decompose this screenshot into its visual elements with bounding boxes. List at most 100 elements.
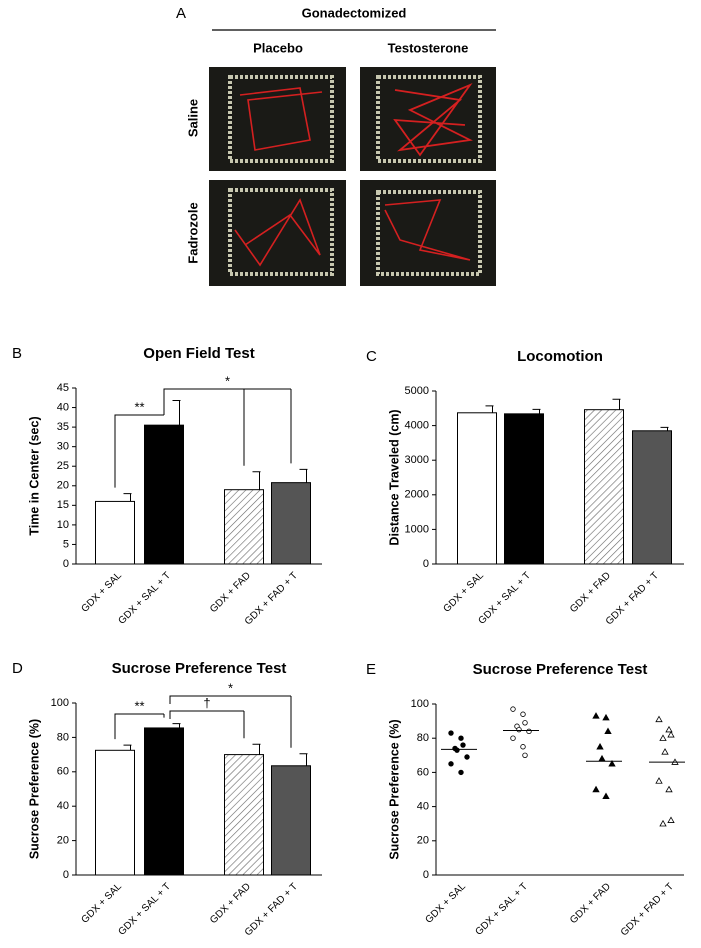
- y-tick-label: 20: [57, 480, 69, 492]
- y-tick-label: 20: [57, 835, 69, 847]
- track-image: [360, 180, 496, 286]
- data-point: [598, 754, 606, 762]
- data-point: [655, 777, 663, 784]
- y-tick-label: 35: [57, 421, 69, 433]
- data-point: [602, 713, 610, 721]
- data-point: [665, 785, 673, 793]
- y-tick-label: 25: [57, 460, 69, 472]
- y-tick-label: 0: [63, 558, 69, 570]
- y-tick-label: 1000: [405, 523, 429, 535]
- data-point: [520, 744, 526, 750]
- bar: [95, 500, 135, 565]
- y-tick-label: 10: [57, 519, 69, 531]
- bar: [584, 409, 624, 565]
- data-point: [592, 712, 600, 719]
- data-point: [522, 720, 528, 726]
- x-tick-label: GDX + SAL: [441, 570, 486, 615]
- data-point: [659, 819, 667, 827]
- y-tick-label: 30: [57, 441, 69, 453]
- data-point: [526, 728, 532, 735]
- significance-label: *: [225, 373, 230, 388]
- x-tick-label: GDX + SAL: [423, 881, 468, 926]
- significance-bracket: [169, 710, 245, 739]
- data-point: [665, 725, 673, 733]
- y-axis-label: Time in Center (sec): [27, 416, 41, 535]
- chart-title: Sucrose Preference Test: [473, 661, 648, 678]
- column-label: Testosterone: [388, 40, 469, 55]
- significance-label: **: [134, 399, 144, 414]
- y-tick-label: 40: [57, 401, 69, 413]
- x-tick-label: GDX + SAL + T: [473, 881, 530, 938]
- data-point: [667, 730, 675, 738]
- x-tick-label: GDX + SAL: [79, 881, 124, 926]
- bar: [632, 430, 672, 565]
- y-tick-label: 20: [417, 835, 429, 847]
- significance-bracket: [169, 695, 292, 748]
- error-bar: [660, 426, 669, 431]
- panel-label: C: [366, 348, 377, 365]
- significance-bracket: [163, 388, 292, 466]
- header: Gonadectomized: [302, 5, 407, 20]
- bar: [271, 482, 311, 565]
- y-axis-label: Sucrose Preference (%): [387, 719, 401, 859]
- significance-label: †: [203, 695, 210, 710]
- error-bar: [532, 408, 541, 414]
- x-tick-label: GDX + FAD: [568, 570, 613, 615]
- x-tick-label: GDX + FAD: [568, 881, 613, 926]
- y-tick-label: 45: [57, 382, 69, 394]
- data-point: [522, 752, 528, 758]
- y-axis-label: Sucrose Preference (%): [27, 719, 41, 859]
- x-tick-label: GDX + SAL: [79, 570, 124, 615]
- data-point: [608, 760, 616, 767]
- x-tick-label: GDX + FAD: [208, 881, 253, 926]
- track-images: [209, 67, 496, 286]
- data-point: [659, 734, 667, 741]
- x-tick-label: GDX + FAD + T: [604, 570, 661, 627]
- data-point: [667, 816, 675, 823]
- x-tick-label: GDX + FAD: [208, 570, 253, 615]
- x-tick-label: GDX + SAL + T: [116, 570, 173, 627]
- data-point: [458, 735, 464, 741]
- error-bar: [123, 744, 132, 751]
- data-point: [460, 742, 466, 748]
- bar: [144, 424, 184, 565]
- bar: [224, 489, 264, 565]
- x-tick-label: GDX + SAL + T: [116, 881, 173, 938]
- data-point: [516, 726, 522, 733]
- error-bar: [612, 398, 621, 410]
- data-point: [596, 742, 604, 750]
- error-bar: [299, 468, 308, 483]
- bar: [504, 413, 544, 565]
- bar: [457, 412, 497, 565]
- error-bar: [172, 723, 181, 728]
- y-tick-label: 40: [57, 800, 69, 812]
- bar: [144, 727, 184, 876]
- panel-label: B: [12, 345, 22, 362]
- data-point: [448, 730, 454, 736]
- y-tick-label: 40: [417, 801, 429, 813]
- y-tick-label: 60: [57, 766, 69, 778]
- panel-label: D: [12, 660, 23, 677]
- chart-title: Sucrose Preference Test: [112, 660, 287, 677]
- track-image: [360, 67, 496, 171]
- data-point: [464, 754, 470, 760]
- error-bar: [172, 400, 181, 426]
- significance-bracket: [114, 394, 165, 488]
- significance-label: **: [134, 698, 144, 713]
- chart-title: Locomotion: [517, 348, 603, 365]
- error-bar: [123, 493, 132, 502]
- error-bar: [252, 471, 261, 490]
- data-point: [602, 792, 610, 800]
- y-tick-label: 0: [423, 558, 429, 570]
- bar: [224, 754, 264, 876]
- error-bar: [252, 743, 261, 755]
- y-tick-label: 100: [411, 698, 429, 710]
- column-label: Placebo: [253, 40, 303, 55]
- y-tick-label: 60: [417, 766, 429, 778]
- y-tick-label: 0: [423, 869, 429, 881]
- panel-label: A: [176, 5, 186, 22]
- data-point: [655, 715, 663, 723]
- track-image: [209, 180, 346, 286]
- data-point: [448, 761, 454, 767]
- data-point: [592, 785, 600, 793]
